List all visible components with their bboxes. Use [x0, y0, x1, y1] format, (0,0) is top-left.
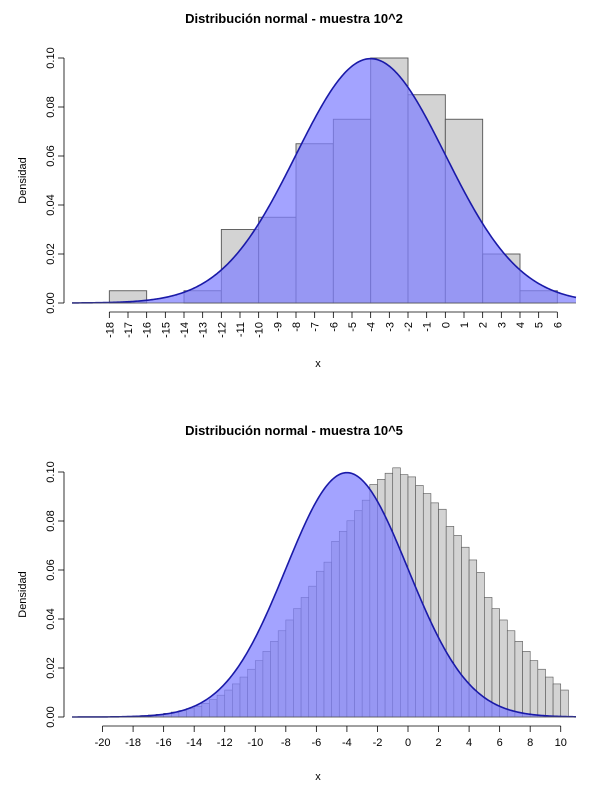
y-tick-label: 0.04 [45, 194, 57, 215]
x-tick-label: -18 [125, 737, 141, 749]
density-curve-line [72, 471, 577, 718]
x-tick-label: -7 [310, 322, 322, 332]
x-tick-label: -1 [422, 322, 434, 332]
x-tick-label: -16 [142, 322, 154, 338]
histogram-bar [522, 651, 531, 718]
x-tick-label: 5 [534, 322, 546, 328]
x-tick-label: 4 [466, 737, 472, 749]
x-tick-label: 8 [527, 737, 533, 749]
x-tick-label: -9 [272, 322, 284, 332]
x-tick-label: 2 [478, 322, 490, 328]
x-tick-label: 6 [552, 322, 564, 328]
y-tick-label: 0.10 [45, 461, 57, 482]
chart-title: Distribución normal - muestra 10^2 [185, 11, 403, 26]
y-axis-label: Densidad [17, 157, 29, 203]
x-tick-label: 6 [497, 737, 503, 749]
x-tick-label: -3 [384, 322, 396, 332]
x-tick-label: -2 [403, 322, 415, 332]
y-tick-label: 0.08 [45, 96, 57, 117]
x-tick-label: 10 [555, 737, 567, 749]
histogram-panel-sample-10e2: Distribución normal - muestra 10^2 -18 -17… [17, 11, 577, 370]
y-tick-label: 0.06 [45, 145, 57, 166]
histogram-bar [545, 676, 554, 718]
x-tick-label: 4 [515, 322, 527, 328]
y-tick-label: 0.08 [45, 510, 57, 531]
y-axis-label: Densidad [17, 571, 29, 617]
x-tick-label: -17 [123, 322, 135, 338]
x-tick-label: -4 [342, 737, 352, 749]
x-tick-label: 1 [459, 322, 471, 328]
histogram-bar [552, 683, 562, 718]
chart-title: Distribución normal - muestra 10^5 [185, 423, 403, 438]
x-tick-label: -11 [235, 322, 247, 337]
y-tick-label: 0.00 [45, 292, 57, 313]
histogram-bar [491, 608, 500, 718]
x-tick-label: -15 [160, 322, 172, 338]
x-tick-label: -12 [216, 322, 228, 338]
y-tick-label: 0.02 [45, 243, 57, 264]
histogram-bar [529, 660, 539, 718]
density-area [72, 472, 576, 717]
y-tick-label: 0.02 [45, 657, 57, 678]
x-tick-label: -16 [156, 737, 172, 749]
x-tick-label: 0 [440, 322, 452, 328]
x-tick-label: 3 [496, 322, 508, 328]
x-axis-label: x [315, 358, 321, 370]
x-tick-label: -14 [179, 322, 191, 338]
density-curve-line [71, 57, 577, 304]
y-tick-label: 0.00 [45, 706, 57, 727]
x-tick-label: -4 [366, 322, 378, 332]
histogram-bar [514, 640, 523, 718]
x-tick-label: -8 [291, 322, 303, 332]
histogram-bar [560, 689, 569, 718]
x-tick-label: 2 [435, 737, 441, 749]
x-tick-label: -2 [373, 737, 383, 749]
histogram-bar [499, 619, 508, 718]
x-tick-label: -8 [281, 737, 291, 749]
density-area [72, 58, 576, 304]
x-tick-label: -18 [104, 322, 116, 338]
histogram-bar [537, 668, 546, 718]
x-tick-label: 0 [405, 737, 411, 749]
x-tick-label: -5 [347, 322, 359, 332]
y-tick-label: 0.06 [45, 559, 57, 580]
y-tick-label: 0.10 [45, 47, 57, 68]
histogram-panel-sample-10e5: Distribución normal - muestra 10^5-20 -18… [17, 423, 577, 783]
x-tick-label: -13 [198, 322, 210, 338]
x-tick-label: -14 [186, 737, 202, 749]
x-tick-label: -20 [95, 737, 111, 749]
x-tick-label: -6 [311, 737, 321, 749]
x-tick-label: -10 [247, 737, 263, 749]
histogram-bar [506, 630, 516, 718]
x-tick-label: -6 [328, 322, 340, 332]
x-tick-label: -12 [217, 737, 233, 749]
x-tick-label: -10 [254, 322, 266, 338]
y-tick-label: 0.04 [45, 608, 57, 629]
x-axis-label: x [315, 771, 321, 783]
